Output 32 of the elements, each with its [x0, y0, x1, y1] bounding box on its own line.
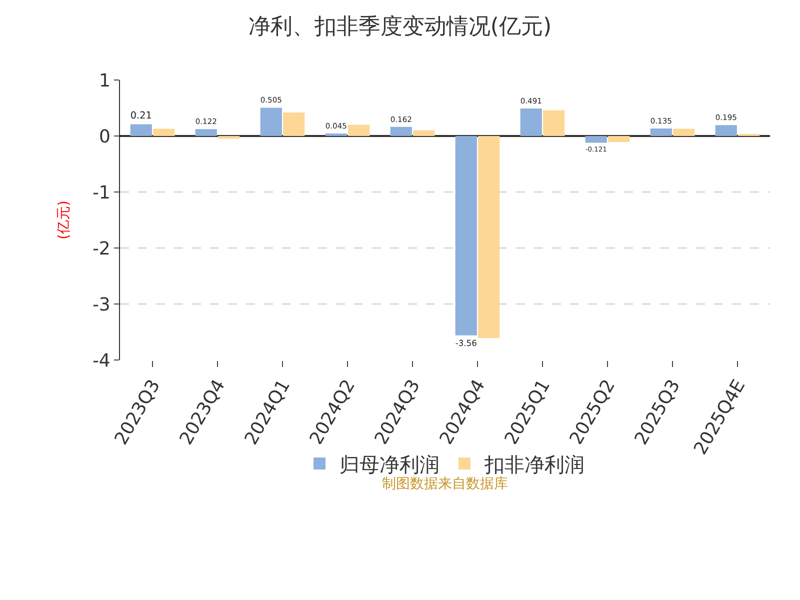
bar: [413, 130, 435, 136]
y-tick-label: -4: [92, 350, 110, 372]
bar: [325, 133, 347, 136]
y-tick-label: 0: [98, 126, 110, 148]
bar: [673, 128, 695, 136]
y-tick-label: 1: [98, 70, 110, 92]
legend-label: 归母净利润: [340, 452, 440, 476]
bar: [478, 136, 500, 338]
y-tick-label: -3: [92, 294, 110, 316]
bar: [543, 110, 565, 136]
bar: [195, 129, 217, 136]
data-label: 0.21: [130, 110, 152, 122]
bar: [283, 112, 305, 136]
y-tick-label: -1: [92, 182, 110, 204]
bar: [390, 126, 412, 136]
bar: [260, 108, 282, 136]
bar: [130, 124, 152, 136]
bar: [218, 136, 240, 139]
bar: [650, 128, 672, 136]
bar: [715, 125, 737, 136]
data-label: -3.56: [455, 338, 477, 348]
bar: [153, 128, 175, 136]
chart-title: 净利、扣非季度变动情况(亿元): [248, 14, 552, 40]
bar: [585, 136, 607, 143]
bar: [348, 124, 370, 136]
bar: [608, 136, 630, 142]
legend-label: 扣非净利润: [484, 452, 584, 476]
bar: [455, 136, 477, 336]
bar: [520, 108, 542, 136]
y-tick-label: -2: [92, 238, 110, 260]
y-axis-title: (亿元): [56, 200, 72, 240]
text: 制图数据来自数据库: [382, 476, 508, 492]
